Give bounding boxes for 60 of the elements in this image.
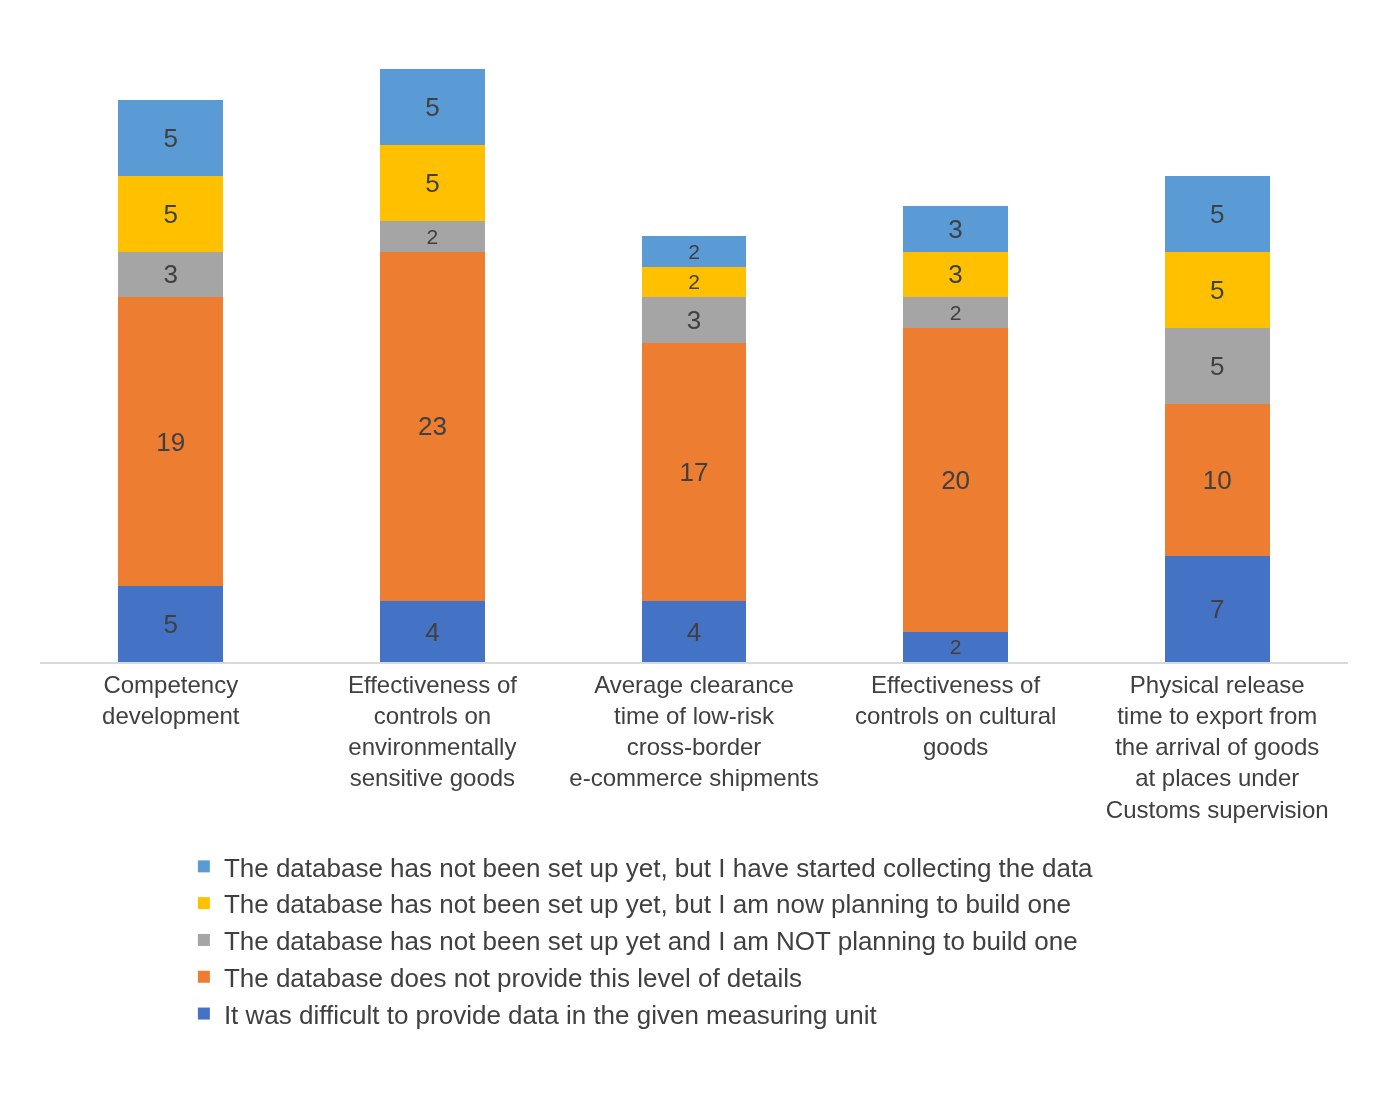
- bar: [118, 297, 224, 586]
- data-label: 2: [426, 224, 439, 248]
- data-label: 7: [1209, 593, 1225, 624]
- data-label: 3: [948, 259, 963, 290]
- data-label: 3: [948, 213, 963, 244]
- bar: [903, 206, 1008, 252]
- bar: [118, 175, 224, 252]
- data-label: 3: [686, 305, 702, 335]
- data-label: 23: [417, 411, 447, 442]
- bar: [118, 251, 224, 298]
- data-label: 3: [163, 259, 179, 290]
- bar: [380, 221, 485, 252]
- bar: [641, 266, 747, 298]
- data-label: 5: [163, 198, 179, 229]
- legend-label: It was difficult to provide data in the given measuring unit: [223, 999, 878, 1030]
- bar: [1164, 555, 1270, 662]
- data-label: 4: [686, 616, 702, 647]
- bar: [380, 145, 485, 222]
- data-label: 5: [1209, 350, 1225, 381]
- data-label: 5: [163, 609, 179, 639]
- data-label: 5: [425, 92, 440, 123]
- data-label: 19: [156, 426, 186, 457]
- data-label: 20: [941, 464, 971, 495]
- data-label: 5: [1209, 198, 1225, 229]
- bar: [380, 251, 485, 602]
- bar: [1164, 403, 1270, 556]
- legend-label: The database has not been set up yet, but I have started collecting the data: [223, 852, 1094, 883]
- bar: [641, 297, 747, 343]
- data-label: 2: [688, 270, 700, 294]
- x-tick-label: Competency development: [102, 670, 240, 729]
- bar: [118, 586, 224, 662]
- bar: [641, 601, 747, 662]
- data-label: 4: [425, 616, 440, 647]
- data-label: 2: [688, 239, 700, 263]
- x-tick-label: Physical release time to export from the arrival of goods at places under Customs supervision: [1105, 670, 1329, 823]
- legend-label: The database has not been set up yet, but I am now planning to build one: [223, 889, 1071, 920]
- data-label: 5: [425, 168, 440, 199]
- bar: [1164, 175, 1270, 252]
- legend-label: The database has not been set up yet and I am NOT planning to build one: [223, 926, 1078, 957]
- bar: [903, 327, 1008, 632]
- x-tick-label: Effectiveness of controls on cultural goods: [854, 670, 1057, 761]
- data-label: 5: [1209, 274, 1225, 305]
- data-label: 2: [949, 300, 962, 324]
- data-label: 10: [1202, 464, 1232, 495]
- bar: [903, 297, 1008, 328]
- legend-label: The database does not provide this level of details: [223, 962, 803, 993]
- data-label: 17: [679, 457, 709, 487]
- x-tick-label: Average clearance time of low-risk cross-border e-commerce shipments: [569, 670, 819, 792]
- bar: [1164, 327, 1270, 404]
- data-label: 5: [163, 122, 179, 153]
- x-tick-label: Effectiveness of controls on environmentally sensitive goods: [347, 670, 518, 792]
- bar: [118, 99, 224, 176]
- bar: [641, 236, 747, 267]
- data-label: 2: [949, 635, 962, 659]
- bar: [1164, 251, 1270, 328]
- bar: [903, 251, 1008, 298]
- bar: [641, 342, 747, 602]
- bar: [380, 69, 485, 146]
- bar: [380, 601, 485, 662]
- bar: [903, 631, 1008, 662]
